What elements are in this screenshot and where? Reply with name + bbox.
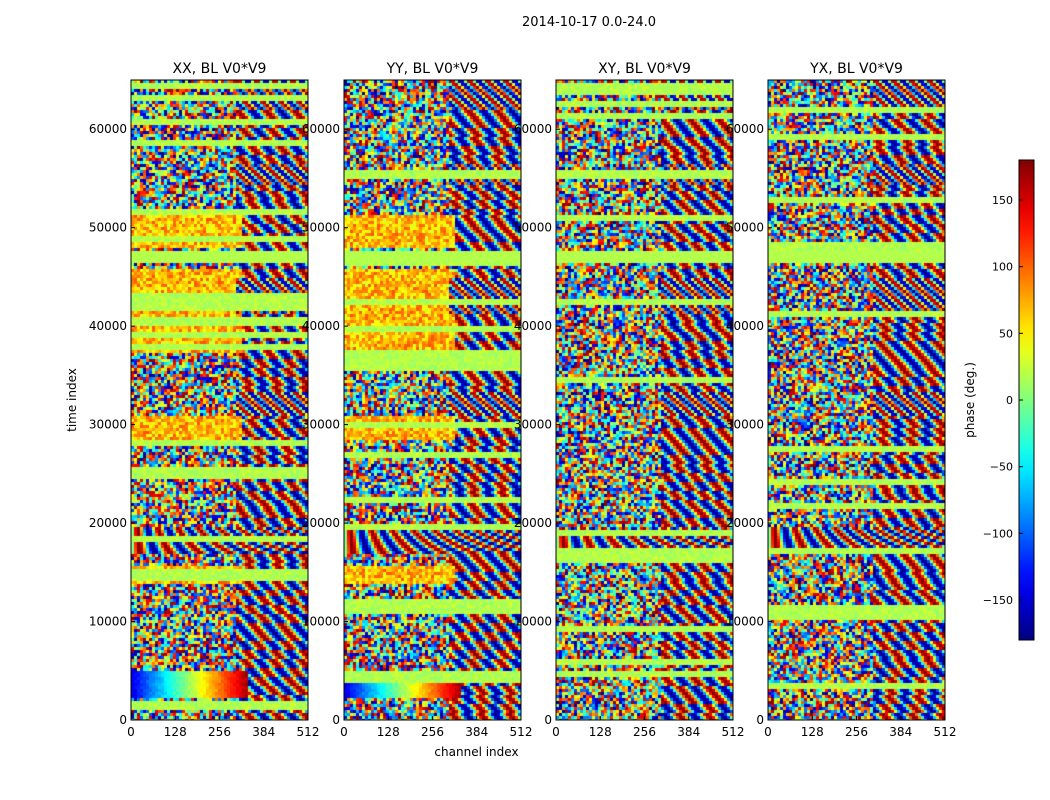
x-tick-label: 512 xyxy=(722,725,745,739)
y-tick-label: 30000 xyxy=(302,418,340,432)
panel-4: YX, BL V0*V9 0 128 256 384 512 0 10000 20000 3000… xyxy=(726,61,957,739)
panel-title: YY, BL V0*V9 xyxy=(386,61,479,77)
x-tick-label: 384 xyxy=(252,725,275,739)
y-tick-label: 60000 xyxy=(302,122,340,136)
colorbar-tick-label: 0 xyxy=(1006,394,1013,407)
x-tick-label: 0 xyxy=(340,725,348,739)
x-tick-label: 512 xyxy=(934,725,957,739)
panel-1: XX, BL V0*V9 0 128 256 384 512 0 10000 20000 3000… xyxy=(65,61,319,739)
y-tick-label: 50000 xyxy=(514,221,552,235)
y-tick-label: 60000 xyxy=(726,122,764,136)
y-tick-label: 10000 xyxy=(302,615,340,629)
y-tick-label: 20000 xyxy=(514,516,552,530)
y-tick-label: 30000 xyxy=(514,418,552,432)
x-tick-label: 512 xyxy=(510,725,533,739)
y-tick-label: 50000 xyxy=(89,221,127,235)
y-tick-label: 10000 xyxy=(514,615,552,629)
y-tick-label: 40000 xyxy=(726,319,764,333)
heatmap-image xyxy=(768,80,945,720)
y-tick-label: 40000 xyxy=(302,319,340,333)
y-tick-label: 10000 xyxy=(726,615,764,629)
y-tick-label: 0 xyxy=(756,713,764,727)
panel-2: YY, BL V0*V9 0 128 256 384 512 0 10000 20000 3000… xyxy=(302,61,533,759)
x-tick-label: 128 xyxy=(589,725,612,739)
panels: XX, BL V0*V9 0 128 256 384 512 0 10000 20000 3000… xyxy=(65,61,956,759)
x-tick-label: 128 xyxy=(801,725,824,739)
colorbar-tick-label: −100 xyxy=(983,527,1013,540)
x-tick-label: 0 xyxy=(552,725,560,739)
heatmap-image xyxy=(131,80,308,720)
x-tick-label: 256 xyxy=(208,725,231,739)
y-tick-label: 30000 xyxy=(89,418,127,432)
x-tick-label: 128 xyxy=(377,725,400,739)
colorbar-tick-label: 50 xyxy=(999,327,1013,340)
panel-title: XX, BL V0*V9 xyxy=(173,61,267,77)
y-tick-label: 30000 xyxy=(726,418,764,432)
figure-suptitle: 2014-10-17 0.0-24.0 xyxy=(522,15,656,30)
panel-3: XY, BL V0*V9 0 128 256 384 512 0 10000 20000 3000… xyxy=(514,61,745,739)
y-tick-label: 10000 xyxy=(89,615,127,629)
x-tick-label: 384 xyxy=(889,725,912,739)
y-tick-label: 20000 xyxy=(89,516,127,530)
heatmap-image xyxy=(344,80,521,720)
x-tick-label: 256 xyxy=(633,725,656,739)
y-tick-label: 0 xyxy=(119,713,127,727)
y-tick-label: 40000 xyxy=(514,319,552,333)
y-tick-label: 60000 xyxy=(89,122,127,136)
y-tick-label: 40000 xyxy=(89,319,127,333)
y-tick-label: 20000 xyxy=(726,516,764,530)
x-tick-label: 0 xyxy=(127,725,135,739)
x-tick-label: 256 xyxy=(845,725,868,739)
x-tick-label: 384 xyxy=(677,725,700,739)
y-tick-label: 0 xyxy=(544,713,552,727)
colorbar-tick-label: −50 xyxy=(990,461,1013,474)
y-tick-label: 0 xyxy=(332,713,340,727)
y-axis-label: time index xyxy=(65,368,79,432)
x-tick-label: 256 xyxy=(421,725,444,739)
panel-title: YX, BL V0*V9 xyxy=(809,61,903,77)
colorbar-label: phase (deg.) xyxy=(963,362,977,438)
colorbar-tick-label: −150 xyxy=(983,594,1013,607)
x-tick-label: 128 xyxy=(164,725,187,739)
heatmap-image xyxy=(556,80,733,720)
colorbar-tick-label: 100 xyxy=(992,261,1013,274)
x-axis-label: channel index xyxy=(434,745,518,759)
panel-title: XY, BL V0*V9 xyxy=(598,61,691,77)
y-tick-label: 20000 xyxy=(302,516,340,530)
colorbar-tick-label: 150 xyxy=(992,194,1013,207)
x-tick-label: 512 xyxy=(297,725,320,739)
x-tick-label: 384 xyxy=(465,725,488,739)
x-tick-label: 0 xyxy=(764,725,772,739)
y-tick-label: 50000 xyxy=(726,221,764,235)
y-tick-label: 60000 xyxy=(514,122,552,136)
colorbar: 150 100 50 0 −50 −100 −150 phase (deg.) xyxy=(963,159,1035,641)
y-tick-label: 50000 xyxy=(302,221,340,235)
